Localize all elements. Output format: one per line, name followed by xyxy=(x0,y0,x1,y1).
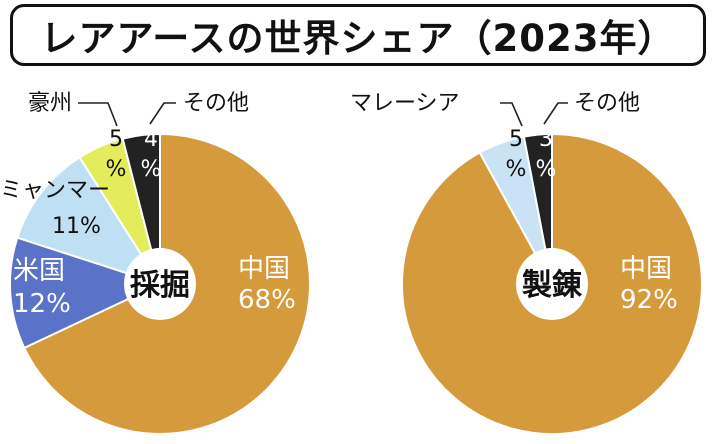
pie1-label-pct-3: 5 xyxy=(109,127,123,152)
pie1-label-pct-0: 68% xyxy=(238,285,296,315)
pie1-label-name-1: 米国 xyxy=(13,256,65,286)
pie2-label-name-1: マレーシア xyxy=(350,91,460,116)
chart-title-box: レアアースの世界シェア（2023年） xyxy=(10,4,706,66)
pie1-label-name-3: 豪州 xyxy=(28,91,72,116)
pie2-label-pct-0: 92% xyxy=(620,285,678,315)
pie2-label-pct-1: 5 xyxy=(509,127,523,152)
pie1-label-name-4: その他 xyxy=(183,91,249,116)
pie1-slice-2 xyxy=(16,155,163,286)
pie2-leader-1 xyxy=(500,102,523,127)
pie2-label-name-0: 中国 xyxy=(620,254,672,284)
pie1-label-name-2: ミャンマー xyxy=(0,178,110,203)
pie1-label-pct-2: 11% xyxy=(52,214,101,239)
pie2-slice-2 xyxy=(522,132,553,285)
pie2-label-pct-2: 3 xyxy=(539,127,553,152)
pie1-center-label: 採掘 xyxy=(130,268,190,303)
pie1-label-pct-sign-3: % xyxy=(106,157,127,182)
pie2-center-hole xyxy=(516,248,588,320)
pie1-slice-4 xyxy=(121,132,161,285)
pie2-label-pct-sign-1: % xyxy=(506,157,527,182)
pie1-label-pct-sign-4: % xyxy=(141,157,162,182)
pie1-center-hole xyxy=(124,248,196,320)
pie1-leader-4 xyxy=(149,102,176,125)
pie1-label-pct-4: 4 xyxy=(144,127,158,152)
pie1-leader-3 xyxy=(78,102,118,127)
pie2-leader-2 xyxy=(543,102,568,125)
pie2-label-name-2: その他 xyxy=(574,91,640,116)
pie2-center-label: 製錬 xyxy=(522,268,583,303)
pie2-label-pct-sign-2: % xyxy=(536,157,557,182)
pie1-slice-1 xyxy=(9,236,163,350)
chart-title: レアアースの世界シェア（2023年） xyxy=(40,17,676,60)
pie1-label-pct-1: 12% xyxy=(13,289,71,319)
pie1-label-name-0: 中国 xyxy=(238,254,290,284)
